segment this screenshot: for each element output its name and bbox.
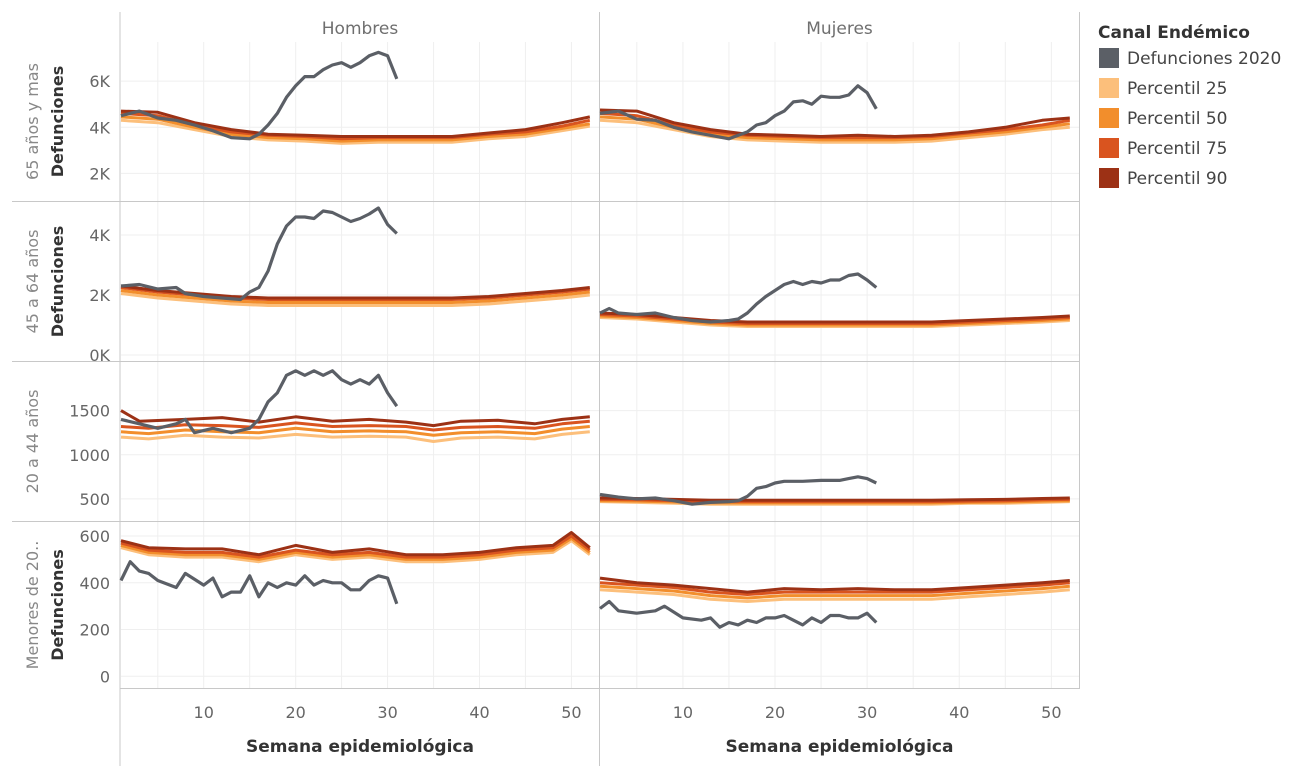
line-p90 (120, 409, 590, 428)
line-p90 (599, 108, 1070, 138)
y-axis-title: Defunciones (48, 549, 67, 661)
row-facet-label: 20 a 44 años (23, 390, 42, 494)
y-tick-label: 2K (89, 164, 110, 183)
line-defunciones-2020 (120, 206, 398, 302)
row-facet-label: 65 años y mas (23, 63, 42, 180)
x-tick-label: 20 (285, 703, 305, 722)
row-facet-label: Menores de 20.. (23, 541, 42, 670)
legend-label: Percentil 75 (1127, 139, 1227, 159)
legend-label: Defunciones 2020 (1127, 49, 1281, 69)
line-p25 (120, 292, 590, 307)
y-tick-label: 2K (89, 286, 110, 305)
y-tick-label: 0K (89, 346, 110, 365)
y-tick-label: 1500 (69, 402, 110, 421)
line-defunciones-2020 (599, 475, 877, 506)
row-facet-label: 45 a 64 años (23, 230, 42, 334)
x-tick-label: 40 (949, 703, 969, 722)
y-tick-label: 400 (79, 574, 110, 593)
x-tick-label: 20 (765, 703, 785, 722)
legend-label: Percentil 90 (1127, 169, 1227, 189)
line-defunciones-2020 (599, 272, 878, 324)
y-tick-label: 6K (89, 72, 110, 91)
line-p75 (120, 419, 590, 432)
line-defunciones-2020 (599, 599, 878, 629)
legend-swatch (1099, 168, 1119, 188)
x-tick-label: 10 (194, 703, 214, 722)
line-p90 (120, 109, 591, 138)
x-tick-label: 50 (1041, 703, 1061, 722)
line-p90 (120, 531, 591, 557)
line-p25 (599, 118, 1070, 144)
legend-swatch (1099, 138, 1119, 158)
y-tick-label: 1000 (69, 446, 110, 465)
line-p75 (599, 111, 1071, 140)
line-p90 (120, 284, 590, 300)
line-p75 (599, 581, 1070, 596)
line-p50 (599, 584, 1070, 600)
line-p90 (599, 576, 1070, 594)
y-tick-label: 200 (79, 621, 110, 640)
line-p75 (120, 534, 591, 559)
line-p25 (120, 430, 590, 443)
x-tick-label: 30 (857, 703, 877, 722)
column-header: Mujeres (806, 19, 873, 39)
x-tick-label: 50 (561, 703, 581, 722)
line-p25 (599, 588, 1070, 603)
line-defunciones-2020 (120, 50, 399, 141)
column-header: Hombres (322, 19, 399, 39)
x-tick-label: 10 (673, 703, 693, 722)
y-tick-label: 4K (89, 226, 110, 245)
x-tick-label: 40 (469, 703, 489, 722)
legend-swatch (1099, 108, 1119, 128)
y-tick-label: 500 (79, 490, 110, 509)
x-tick-label: 30 (377, 703, 397, 722)
y-axis-title: Defunciones (48, 66, 67, 178)
line-p25 (120, 539, 591, 564)
legend-title: Canal Endémico (1098, 23, 1250, 43)
x-axis-title: Semana epidemiológica (726, 737, 954, 757)
line-p50 (120, 289, 590, 304)
line-p90 (599, 496, 1070, 502)
legend-label: Percentil 25 (1127, 79, 1227, 99)
y-tick-label: 600 (79, 527, 110, 546)
y-tick-label: 4K (89, 118, 110, 137)
line-defunciones-2020 (599, 84, 878, 141)
y-tick-label: 0 (100, 667, 110, 686)
line-defunciones-2020 (120, 369, 399, 435)
line-p25 (120, 118, 591, 145)
line-defunciones-2020 (119, 560, 399, 605)
legend-swatch (1099, 78, 1119, 98)
line-p50 (120, 536, 591, 561)
y-axis-title: Defunciones (48, 226, 67, 338)
x-axis-title: Semana epidemiológica (246, 737, 474, 757)
legend-swatch (1099, 48, 1119, 68)
legend-label: Percentil 50 (1127, 109, 1227, 129)
